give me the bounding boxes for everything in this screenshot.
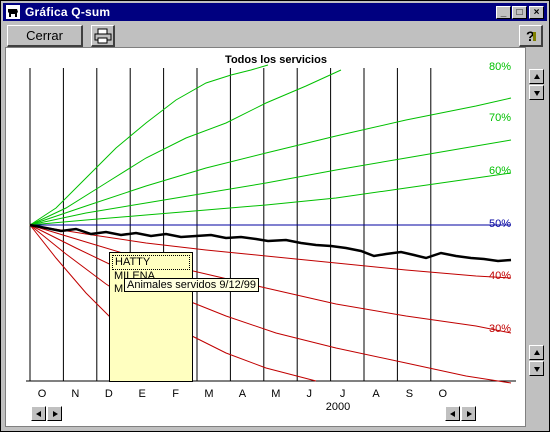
x-tick-label: J [306,388,312,400]
x-tick-label: A [372,388,380,400]
help-icon: ? [526,28,536,44]
green-curve-70 [29,139,512,226]
upper-limit-curves [29,64,512,226]
x-tick-label: N [71,388,79,400]
animal-list-tooltip: HATTY MILENA MI [109,252,193,382]
percent-label: 50% [489,218,511,230]
red-curve-30 [29,224,512,334]
arrow-right-icon [467,411,472,417]
print-button[interactable] [91,25,115,47]
arrow-up-icon [534,350,540,355]
qsum-chart: Todos los servicios O N D E F M A M J J A S O 2000 [26,54,516,413]
percent-label: 30% [489,323,511,335]
year-label: 2000 [326,401,350,413]
x-tick-label: S [406,388,413,400]
title-bar: Gráfica Q-sum _ □ × [3,3,547,21]
arrow-down-icon [534,91,540,96]
x-tick-label: O [439,388,448,400]
scroll-right-end-button[interactable] [461,406,476,421]
printer-icon [94,28,112,44]
arrow-up-icon [534,74,540,79]
cow-icon [6,5,20,19]
x-tick-label: M [204,388,213,400]
maximize-button[interactable]: □ [512,6,527,19]
green-curve-60 [29,172,512,226]
chart-area: Todos los servicios O N D E F M A M J J A S O 2000 [5,47,526,427]
animal-list-item: HATTY [112,255,190,270]
animals-served-tooltip: Animales servidos 9/12/99 [124,278,260,292]
window-title: Gráfica Q-sum [25,5,111,19]
scroll-down-top-button[interactable] [529,85,544,100]
x-tick-label: E [139,388,146,400]
percent-labels: 80% 70% 60% 50% 40% 30% [489,61,511,335]
scroll-left-start-button[interactable] [31,406,46,421]
x-tick-label: O [38,388,47,400]
close-window-button[interactable]: × [529,6,544,19]
red-curve-20 [29,224,512,384]
scroll-left-end-button[interactable] [445,406,460,421]
svg-text:?: ? [526,28,535,44]
percent-label: 80% [489,61,511,73]
x-tick-label: M [271,388,280,400]
qsum-line [29,223,512,263]
x-tick-label: F [172,388,179,400]
arrow-left-icon [450,411,455,417]
scroll-up-top-button[interactable] [529,69,544,84]
green-curve-80 [29,64,269,226]
animal-list-item: MI [114,283,127,295]
x-tick-label: A [239,388,247,400]
scroll-up-bottom-button[interactable] [529,345,544,360]
help-button[interactable]: ? [519,25,543,47]
red-curve-40 [29,224,512,279]
scroll-down-bottom-button[interactable] [529,361,544,376]
percent-label: 70% [489,112,511,124]
x-tick-label: D [105,388,113,400]
lower-limit-curves [29,224,512,384]
chart-title: Todos los servicios [225,54,327,66]
green-curve-70-top [29,69,342,226]
arrow-down-icon [534,367,540,372]
minimize-button[interactable]: _ [496,6,511,19]
percent-label: 40% [489,270,511,282]
close-button[interactable]: Cerrar [7,25,83,47]
scroll-right-start-button[interactable] [47,406,62,421]
green-curve-80-upper [29,97,512,226]
arrow-right-icon [53,411,58,417]
percent-label: 60% [489,165,511,177]
x-tick-label: J [340,388,346,400]
arrow-left-icon [36,411,41,417]
